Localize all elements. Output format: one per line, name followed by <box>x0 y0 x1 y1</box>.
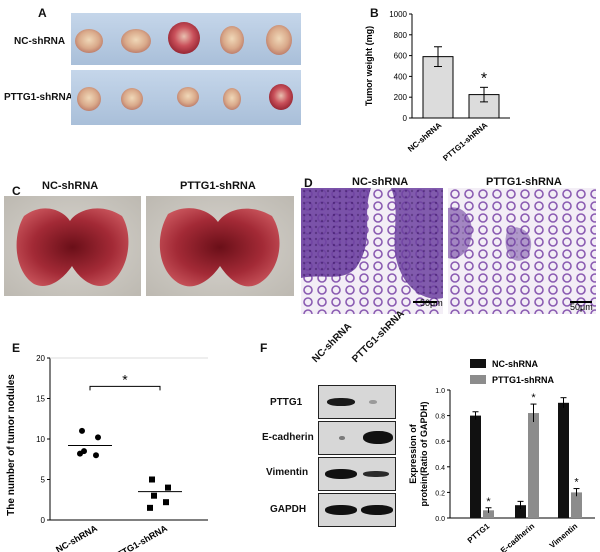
panel-d-pttg1-label: PTTG1-shRNA <box>486 176 562 188</box>
x-tick-label: E-cadherin <box>499 522 537 552</box>
lane-label-pttg1: PTTG1-shRNA <box>350 308 407 365</box>
panel-d-label: D <box>304 176 313 190</box>
pttg1-tumors <box>77 84 293 111</box>
point-PTTG1-shRNA <box>149 476 155 483</box>
panel-c-nc-label: NC-shRNA <box>42 180 99 192</box>
tumor-nodules-chart: 0 5 10 15 20 The number of tumor nodules NC-sh… <box>6 354 208 552</box>
histology-nc <box>301 188 443 314</box>
y-tick-label: 20 <box>36 354 45 363</box>
significance-star: * <box>122 371 128 387</box>
point-NC-shRNA <box>95 434 101 441</box>
blot-label-gapdh: GAPDH <box>270 504 307 515</box>
x-tick-label: PTTG1-shRNA <box>441 121 489 163</box>
point-NC-shRNA <box>79 427 85 434</box>
legend-label: PTTG1-shRNA <box>492 375 555 385</box>
y-tick-label: 0.8 <box>435 414 445 421</box>
y-tick-label: 1000 <box>389 10 407 19</box>
x-tick-label: PTTG1 <box>466 521 492 545</box>
blot-label-ecadherin: E-cadherin <box>262 432 314 443</box>
lung-photo-nc <box>4 196 141 296</box>
bar-PTTG1-NC-shRNA <box>470 415 481 518</box>
panel-a-row-pttg1: PTTG1-shRNA <box>4 92 73 103</box>
bar-Vimentin-PTTG1-shRNA <box>571 492 582 518</box>
bar-PTTG1-PTTG1-shRNA <box>483 510 494 518</box>
y-axis-label: Expression of <box>408 423 418 484</box>
y-tick-label: 5 <box>41 476 46 485</box>
panel-c-label: C <box>12 184 21 198</box>
tumor-weight-chart: 0 200 400 600 800 1000 Tumor weight (mg) NC-shR… <box>364 10 510 163</box>
y-axis-label: protein(Ratio of GAPDH) <box>419 402 429 507</box>
y-tick-label: 0 <box>403 114 408 123</box>
point-PTTG1-shRNA <box>147 504 153 511</box>
x-tick-label: NC-shRNA <box>54 523 99 552</box>
y-tick-label: 800 <box>394 31 408 40</box>
panel-b-label: B <box>370 6 379 20</box>
panel-e-label: E <box>12 341 21 355</box>
x-tick-label: Vimentin <box>548 522 580 551</box>
significance-star: * <box>481 70 487 87</box>
panel-d-nc-label: NC-shRNA <box>352 176 409 188</box>
y-tick-label: 400 <box>394 72 408 81</box>
y-tick-label: 200 <box>394 93 408 102</box>
legend-swatch <box>470 359 486 368</box>
significance-star: * <box>574 477 579 489</box>
y-tick-label: 1.0 <box>435 388 445 395</box>
significance-bracket <box>89 385 161 391</box>
blot-label-vimentin: Vimentin <box>266 467 309 478</box>
blot-gapdh <box>318 493 396 527</box>
bar-E-cadherin-NC-shRNA <box>515 505 526 518</box>
scale-bar-label-nc: 50μm <box>420 298 443 308</box>
x-tick-label: NC-shRNA <box>406 120 443 153</box>
panel-a-label: A <box>38 6 47 20</box>
point-PTTG1-shRNA <box>165 484 171 491</box>
bar-Vimentin-NC-shRNA <box>558 402 569 518</box>
significance-star: * <box>486 496 491 508</box>
scale-bar-label-pttg1: 50μm <box>570 302 593 312</box>
blot-pttg1 <box>318 385 396 419</box>
lane-label-nc: NC-shRNA <box>310 321 355 365</box>
panel-a-row-nc: NC-shRNA <box>14 36 66 47</box>
lung-photo-pttg1 <box>146 196 294 296</box>
legend-label: NC-shRNA <box>492 359 538 369</box>
tumor-photo <box>71 13 301 125</box>
legend-swatch <box>470 375 486 384</box>
nc-tumors <box>75 22 292 55</box>
significance-star: * <box>531 392 536 404</box>
y-tick-label: 0.2 <box>435 490 445 497</box>
blot-label-pttg1: PTTG1 <box>270 397 303 408</box>
blot-vimentin <box>318 457 396 491</box>
y-tick-label: 0.4 <box>435 465 445 472</box>
y-tick-label: 600 <box>394 52 408 61</box>
y-axis-label: Tumor weight (mg) <box>364 26 374 106</box>
y-tick-label: 0 <box>41 516 46 525</box>
protein-expression-chart: 0.0 0.2 0.4 0.6 0.8 1.0 Expression of protein(R… <box>408 359 595 552</box>
y-tick-label: 15 <box>36 395 45 404</box>
histology-pttg1 <box>448 188 596 314</box>
point-NC-shRNA <box>93 452 99 459</box>
y-axis-label: The number of tumor nodules <box>6 374 17 516</box>
panel-c-pttg1-label: PTTG1-shRNA <box>180 180 256 192</box>
y-tick-label: 10 <box>36 435 45 444</box>
point-PTTG1-shRNA <box>151 492 157 499</box>
point-NC-shRNA <box>77 450 83 457</box>
bar-E-cadherin-PTTG1-shRNA <box>528 413 539 518</box>
panel-f-label: F <box>260 341 268 355</box>
point-PTTG1-shRNA <box>163 499 169 506</box>
x-tick-label: PTTG1-shRNA <box>110 523 169 552</box>
y-tick-label: 0.6 <box>435 439 445 446</box>
blot-ecadherin <box>318 421 396 455</box>
y-tick-label: 0.0 <box>435 516 445 523</box>
